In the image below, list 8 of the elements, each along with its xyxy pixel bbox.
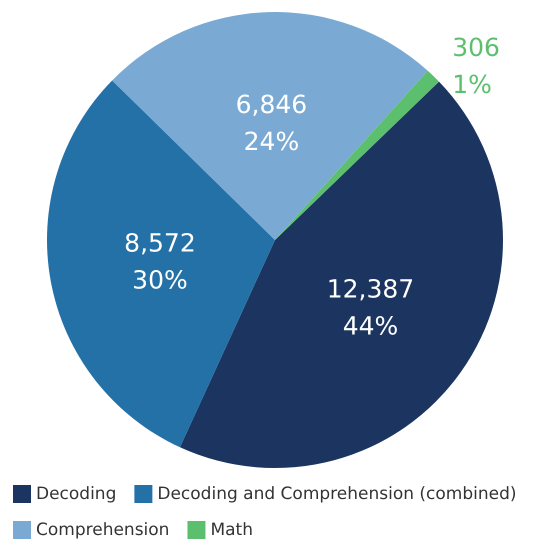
data-label: 8,572 30% (124, 228, 196, 294)
legend-label: Math (210, 520, 253, 540)
data-label: 6,846 24% (236, 90, 308, 156)
data-label: 306 1% (452, 33, 500, 100)
legend-label: Decoding and Comprehension (combined) (157, 484, 517, 504)
legend-label: Decoding (36, 484, 116, 504)
data-label: 12,387 44% (326, 274, 414, 341)
legend-label: Comprehension (36, 520, 170, 540)
